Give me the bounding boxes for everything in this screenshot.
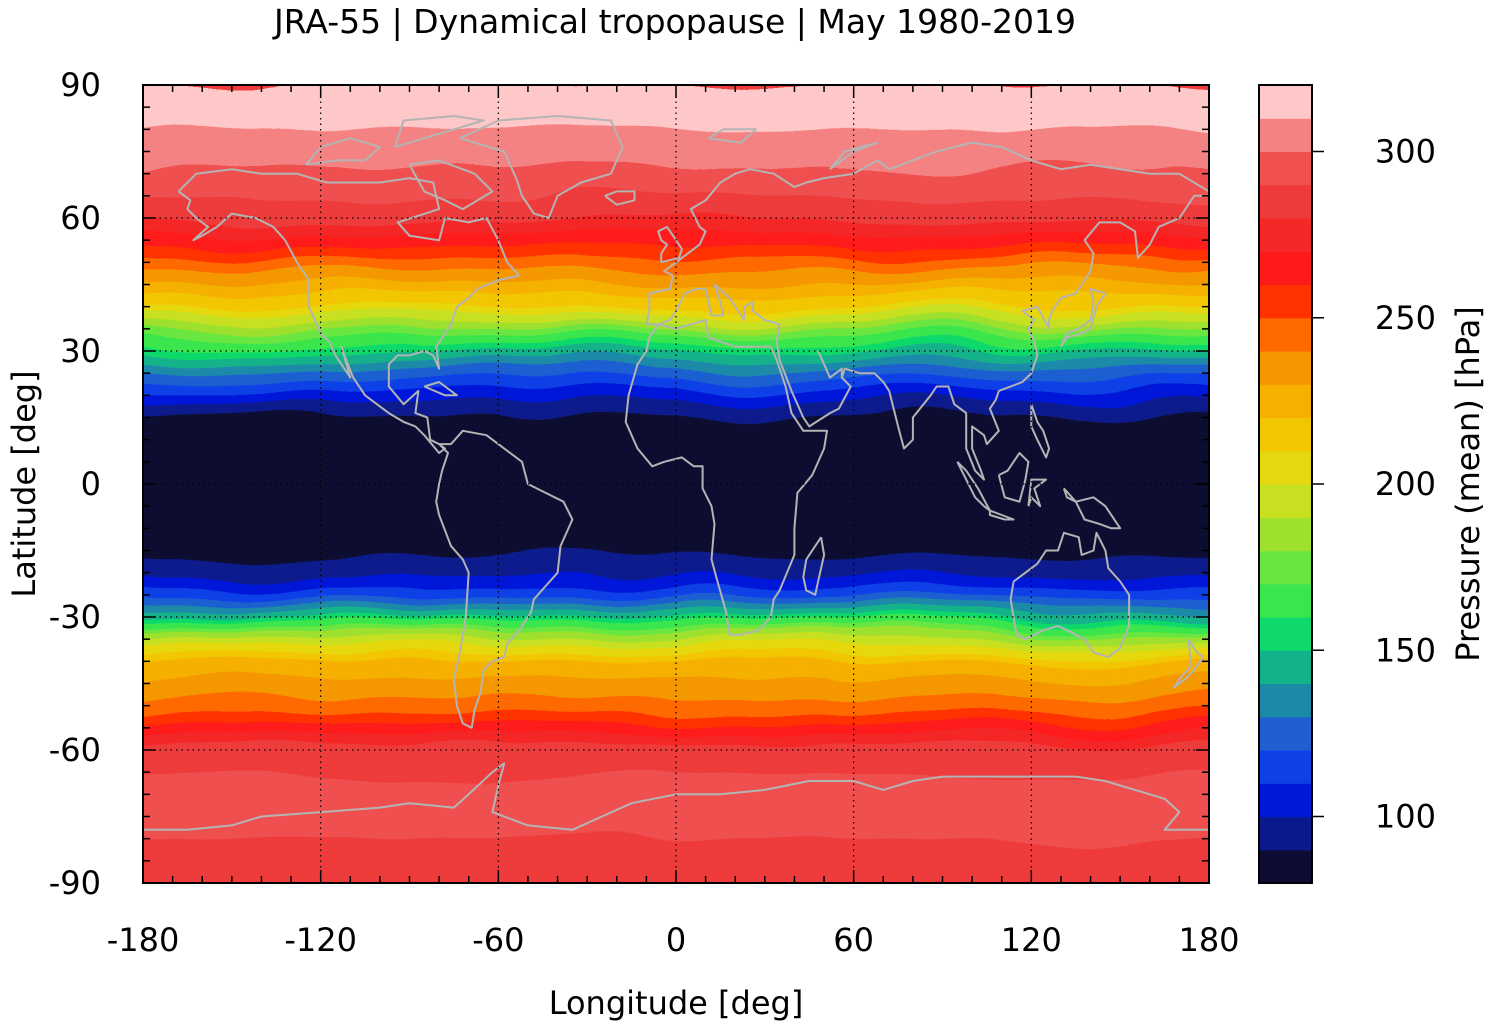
colorbar-band bbox=[1259, 151, 1312, 186]
coast-sumatra bbox=[956, 461, 991, 512]
colorbar-band bbox=[1259, 218, 1312, 252]
coastlines bbox=[143, 115, 1209, 831]
colorbar-band bbox=[1259, 384, 1312, 419]
x-tick-label: 0 bbox=[666, 921, 686, 959]
colorbar bbox=[1259, 85, 1312, 884]
coast-new-guinea bbox=[1062, 487, 1122, 530]
colorbar-band bbox=[1259, 284, 1312, 319]
colorbar-band bbox=[1259, 184, 1312, 219]
colorbar-label: Pressure (mean) [hPa] bbox=[1449, 306, 1487, 662]
coast-uk bbox=[657, 225, 683, 264]
coast-antarctica bbox=[143, 762, 1209, 831]
colorbar-band bbox=[1259, 351, 1312, 385]
colorbar-band bbox=[1259, 650, 1312, 685]
coast-philippines bbox=[1030, 403, 1051, 459]
coast-baffin bbox=[408, 159, 494, 211]
colorbar-band bbox=[1259, 783, 1312, 818]
colorbar-band bbox=[1259, 517, 1312, 552]
x-tick-label: 180 bbox=[1178, 921, 1239, 959]
colorbar-band bbox=[1259, 251, 1312, 286]
colorbar-band bbox=[1259, 750, 1312, 784]
coast-asia-pacific bbox=[646, 194, 1209, 481]
coast-iceland bbox=[604, 190, 636, 206]
y-tick-label: 0 bbox=[81, 465, 101, 503]
colorbar-band bbox=[1259, 417, 1312, 452]
y-tick-label: 30 bbox=[60, 332, 101, 370]
x-tick-label: 120 bbox=[1001, 921, 1062, 959]
x-tick-label: -180 bbox=[107, 921, 180, 959]
colorbar-band bbox=[1259, 484, 1312, 518]
colorbar-tick-label: 150 bbox=[1375, 631, 1436, 669]
coast-arctic-isles bbox=[305, 137, 381, 166]
coast-novaya-zemlya bbox=[829, 141, 879, 171]
colorbar-band bbox=[1259, 550, 1312, 585]
coast-new-zealand bbox=[1172, 638, 1205, 689]
x-tick-label: 60 bbox=[833, 921, 874, 959]
colorbar-band bbox=[1259, 583, 1312, 618]
colorbar-tick-label: 200 bbox=[1375, 465, 1436, 503]
y-tick-label: -30 bbox=[49, 598, 101, 636]
coast-java bbox=[988, 509, 1015, 521]
coast-japan bbox=[1059, 287, 1107, 348]
y-tick-label: -60 bbox=[49, 731, 101, 769]
colorbar-tick-label: 250 bbox=[1375, 299, 1436, 337]
coast-ellesmere bbox=[393, 115, 485, 149]
coast-svalbard bbox=[708, 128, 757, 144]
chart-title: JRA-55 | Dynamical tropopause | May 1980… bbox=[274, 2, 1076, 41]
coast-sulawesi bbox=[1027, 478, 1048, 508]
colorbar-band bbox=[1259, 849, 1312, 884]
y-tick-label: 60 bbox=[60, 199, 101, 237]
colorbar-tick-label: 300 bbox=[1375, 133, 1436, 171]
coast-arabia-gulf bbox=[817, 350, 843, 379]
coast-eurasia bbox=[645, 141, 1209, 325]
coast-north-america bbox=[177, 168, 521, 454]
colorbar-tick-label: 100 bbox=[1375, 798, 1436, 836]
colorbar-band bbox=[1259, 450, 1312, 485]
colorbar-band bbox=[1259, 118, 1312, 153]
coast-cuba bbox=[423, 381, 458, 397]
coast-africa bbox=[624, 319, 828, 636]
colorbar-band bbox=[1259, 85, 1312, 119]
coast-south-america bbox=[435, 429, 574, 729]
y-axis-label: Latitude [deg] bbox=[5, 370, 43, 598]
colorbar-band bbox=[1259, 716, 1312, 751]
x-tick-label: -120 bbox=[284, 921, 357, 959]
y-tick-label: 90 bbox=[60, 66, 101, 104]
colorbar-band bbox=[1259, 617, 1312, 651]
colorbar-band bbox=[1259, 317, 1312, 352]
colorbar-band bbox=[1259, 683, 1312, 718]
colorbar-band bbox=[1259, 816, 1312, 851]
y-tick-label: -90 bbox=[49, 864, 101, 902]
coast-borneo bbox=[997, 452, 1030, 503]
coast-australia bbox=[1009, 531, 1131, 658]
x-tick-label: -60 bbox=[472, 921, 524, 959]
pressure-field bbox=[143, 85, 1209, 883]
coast-greenland bbox=[459, 115, 624, 219]
dotted-grid bbox=[143, 85, 1209, 883]
coast-madagascar bbox=[802, 536, 826, 596]
x-axis-label: Longitude [deg] bbox=[548, 984, 804, 1022]
